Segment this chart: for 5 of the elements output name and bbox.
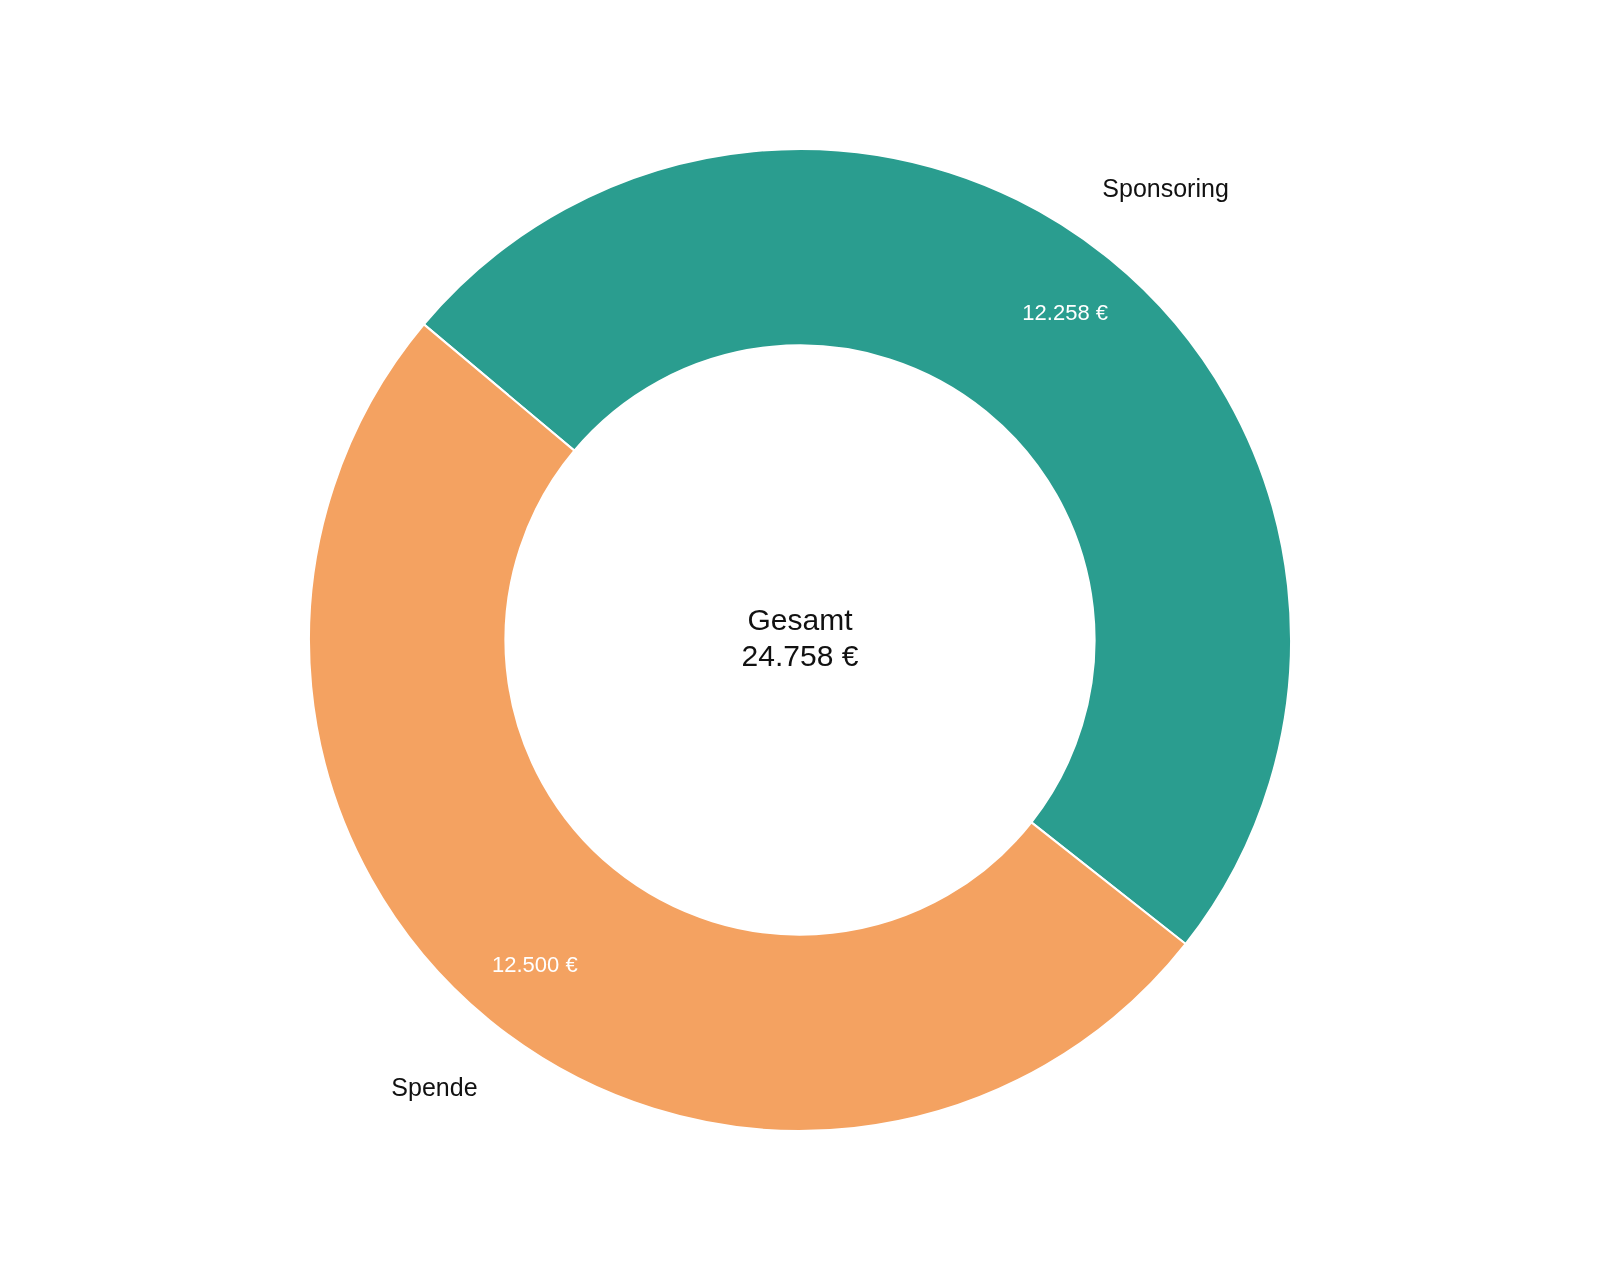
data-label: 12.258 € xyxy=(1022,299,1109,325)
text: Gesamt 24.758 € xyxy=(741,603,859,673)
slice-label: Sponsoring xyxy=(1102,174,1229,203)
slice-label: Spende xyxy=(391,1073,478,1102)
data-label: 12.500 € xyxy=(491,952,578,978)
